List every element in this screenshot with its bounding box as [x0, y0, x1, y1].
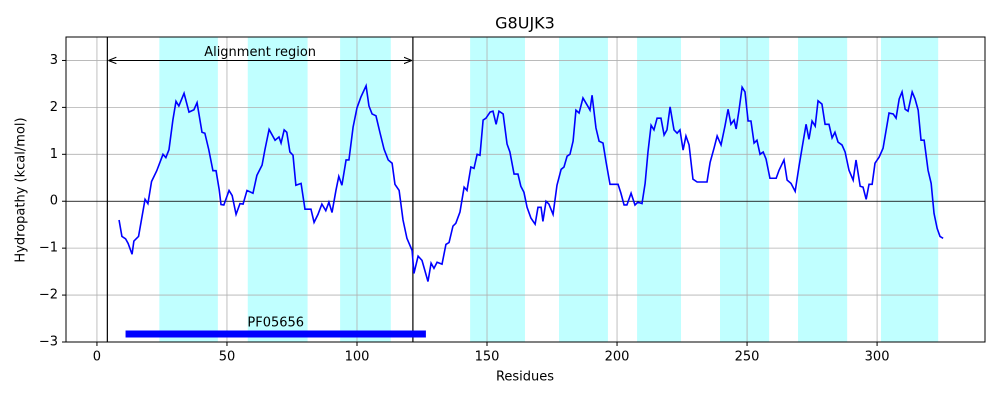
- y-axis-label: Hydropathy (kcal/mol): [14, 117, 29, 262]
- shaded-region: [880, 37, 939, 342]
- shaded-region: [798, 37, 848, 342]
- x-axis-label: Residues: [496, 370, 554, 385]
- alignment-label: Alignment region: [204, 45, 316, 60]
- shaded-region: [159, 37, 218, 342]
- y-tick-label: −2: [39, 288, 58, 303]
- y-tick-label: 2: [50, 100, 58, 115]
- data-line: [118, 83, 944, 282]
- y-tick-label: 0: [50, 194, 58, 209]
- shaded-region: [720, 37, 770, 342]
- plot-frame: [65, 36, 986, 343]
- y-tick-label: −1: [39, 241, 58, 256]
- domain-label: PF05656: [247, 316, 304, 331]
- shaded-region: [559, 37, 608, 342]
- y-tick-label: −3: [39, 335, 58, 350]
- x-tick-label: 50: [219, 350, 236, 365]
- x-tick-label: 0: [93, 350, 101, 365]
- x-tick-label: 150: [475, 350, 500, 365]
- shaded-region: [340, 37, 391, 342]
- chart-title: G8UJK3: [495, 14, 555, 33]
- x-tick-label: 100: [345, 350, 370, 365]
- shaded-region: [247, 37, 308, 342]
- y-tick-label: 1: [50, 147, 58, 162]
- x-tick-label: 300: [865, 350, 890, 365]
- shaded-region: [470, 37, 525, 342]
- x-tick-label: 250: [735, 350, 760, 365]
- y-tick-label: 3: [50, 53, 58, 68]
- x-tick-label: 200: [605, 350, 630, 365]
